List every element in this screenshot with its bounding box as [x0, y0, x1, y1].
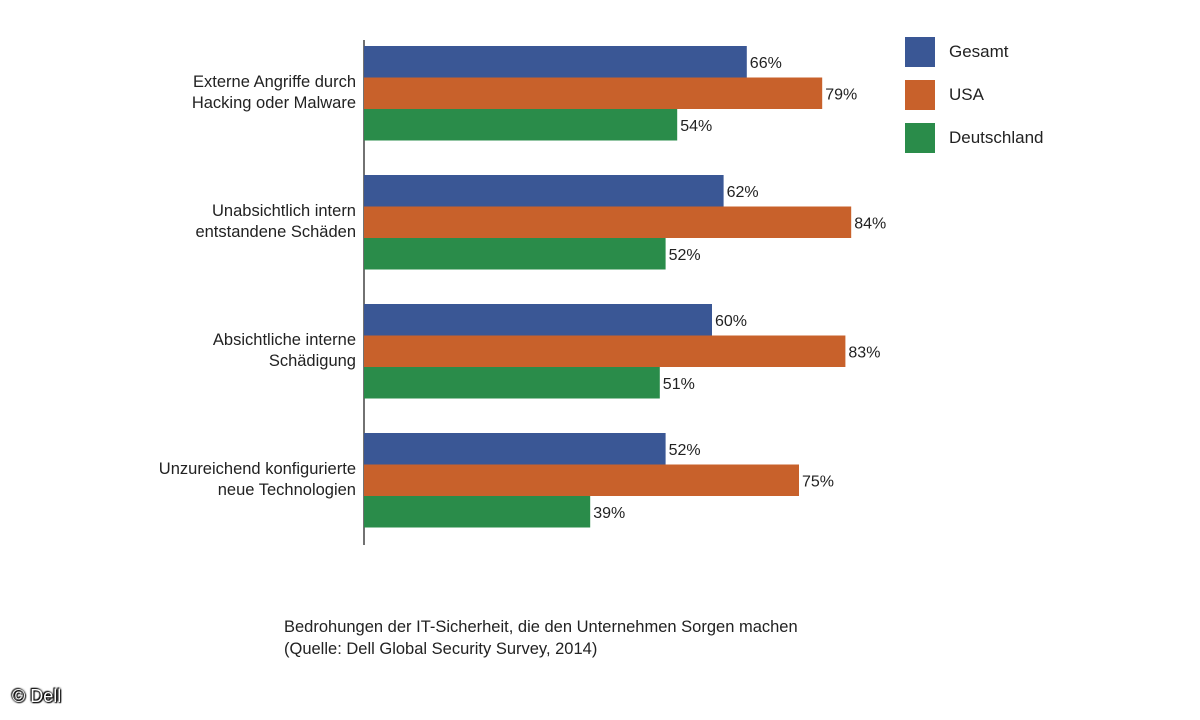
legend-item-usa: USA	[905, 80, 984, 110]
legend-label: USA	[949, 85, 984, 104]
caption-line-1: Bedrohungen der IT-Sicherheit, die den U…	[284, 618, 798, 636]
data-label-usa-3: 75%	[802, 473, 834, 490]
category-label-0: Externe Angriffe durch Hacking oder Malwa…	[106, 72, 356, 114]
bar-gesamt-1	[364, 175, 724, 207]
data-label-gesamt-3: 52%	[669, 442, 701, 459]
legend-item-gesamt: Gesamt	[905, 37, 1009, 67]
category-label-line: Hacking oder Malware	[191, 94, 356, 113]
data-label-gesamt-1: 62%	[727, 184, 759, 201]
bar-usa-0	[364, 77, 823, 109]
bar-usa-2	[364, 335, 846, 367]
data-label-usa-2: 83%	[848, 344, 880, 361]
data-label-deutschland-2: 51%	[663, 376, 695, 393]
bar-deutschland-1	[364, 238, 666, 270]
legend-item-deutschland: Deutschland	[905, 123, 1044, 153]
copyright-watermark: © Dell	[12, 686, 62, 706]
data-label-deutschland-0: 54%	[680, 118, 712, 135]
bar-gesamt-3	[364, 433, 666, 465]
category-label-1: Unabsichtlich intern entstandene Schäden	[106, 201, 356, 243]
bar-deutschland-3	[364, 496, 591, 528]
data-label-gesamt-2: 60%	[715, 313, 747, 330]
category-label-line: entstandene Schäden	[195, 223, 356, 242]
category-label-line: Unabsichtlich intern	[212, 202, 356, 221]
data-label-usa-0: 79%	[825, 86, 857, 103]
data-label-deutschland-1: 52%	[669, 247, 701, 264]
category-label-line: Absichtliche interne	[212, 331, 356, 350]
bar-usa-1	[364, 206, 852, 238]
legend-label: Deutschland	[949, 128, 1044, 147]
bar-deutschland-2	[364, 367, 660, 399]
data-label-gesamt-0: 66%	[750, 55, 782, 72]
category-label-line: Unzureichend konfigurierte	[158, 460, 356, 479]
legend-swatch	[905, 123, 935, 153]
chart-caption: Bedrohungen der IT-Sicherheit, die den U…	[284, 616, 798, 660]
bar-gesamt-2	[364, 304, 712, 336]
category-label-3: Unzureichend konfigurierte neue Technolog…	[106, 459, 356, 501]
legend-swatch	[905, 80, 935, 110]
legend-label: Gesamt	[949, 42, 1009, 61]
bar-usa-3	[364, 464, 799, 496]
category-label-line: Externe Angriffe durch	[193, 73, 356, 92]
data-label-usa-1: 84%	[854, 215, 886, 232]
bar-deutschland-0	[364, 109, 678, 141]
legend-swatch	[905, 37, 935, 67]
category-label-line: Schädigung	[268, 352, 356, 371]
category-label-line: neue Technologien	[217, 481, 356, 500]
data-label-deutschland-3: 39%	[593, 505, 625, 522]
category-label-2: Absichtliche interne Schädigung	[106, 330, 356, 372]
caption-line-2: (Quelle: Dell Global Security Survey, 20…	[284, 640, 598, 658]
bar-gesamt-0	[364, 46, 747, 78]
